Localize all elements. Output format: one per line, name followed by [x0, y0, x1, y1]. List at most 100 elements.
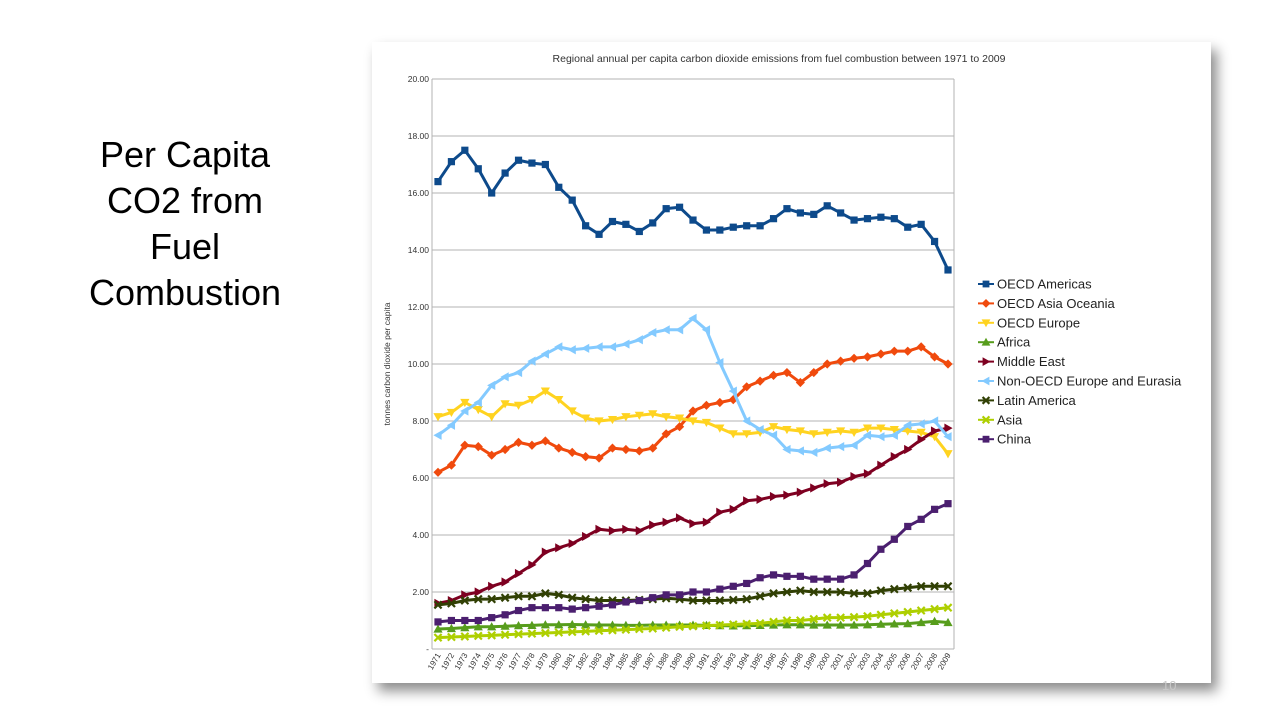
data-point-oecd-americas: [796, 209, 804, 217]
data-point-middle-east: [568, 538, 577, 549]
data-point-oecd-europe: [554, 396, 564, 405]
data-point-oecd-asia-oceania: [487, 450, 497, 460]
y-tick-label: 6.00: [412, 473, 429, 483]
data-point-china: [904, 522, 912, 531]
legend-label-africa: Africa: [997, 335, 1031, 350]
data-point-asia: [581, 626, 591, 636]
data-point-latin-america: [755, 591, 765, 601]
data-point-africa: [487, 622, 497, 631]
data-point-latin-america: [527, 591, 537, 601]
data-point-middle-east: [608, 526, 618, 536]
data-point-latin-america: [822, 587, 832, 597]
data-point-non-oecd-europe-and-eurasia: [755, 424, 764, 435]
data-point-middle-east: [743, 496, 752, 506]
y-tick-label: 8.00: [412, 416, 429, 426]
data-point-africa: [768, 620, 779, 629]
data-point-oecd-asia-oceania: [822, 359, 832, 369]
data-point-china: [823, 575, 831, 583]
legend-label-middle-east: Middle East: [997, 354, 1065, 369]
series-line-oecd-americas: [436, 148, 950, 271]
y-tick-label: 2.00: [412, 587, 429, 597]
data-point-oecd-europe: [540, 387, 550, 396]
legend-marker-middle-east: [982, 357, 991, 366]
data-point-oecd-asia-oceania: [540, 436, 550, 446]
data-point-middle-east: [944, 423, 953, 433]
data-point-middle-east: [837, 477, 846, 487]
data-point-non-oecd-europe-and-eurasia: [594, 342, 603, 352]
data-point-oecd-europe: [822, 428, 832, 437]
data-point-oecd-europe: [809, 430, 819, 439]
data-point-oecd-americas: [675, 203, 684, 211]
y-tick-label: 20.00: [408, 74, 430, 84]
data-point-latin-america: [742, 594, 752, 604]
legend-label-non-oecd-europe-and-eurasia: Non-OECD Europe and Eurasia: [997, 374, 1182, 389]
legend-marker-china: [982, 435, 990, 443]
data-point-middle-east: [823, 479, 832, 489]
data-point-china: [649, 594, 657, 602]
data-point-asia: [795, 616, 805, 625]
y-tick-label: 14.00: [408, 245, 430, 255]
data-point-non-oecd-europe-and-eurasia: [943, 432, 952, 442]
data-point-asia: [608, 625, 617, 635]
data-point-oecd-europe: [634, 411, 644, 420]
data-point-middle-east: [877, 460, 886, 470]
data-point-latin-america: [567, 593, 577, 603]
data-point-africa: [849, 620, 859, 629]
data-point-asia: [863, 611, 872, 621]
data-point-latin-america: [581, 594, 591, 604]
data-point-oecd-europe: [594, 417, 604, 426]
data-point-oecd-asia-oceania: [701, 400, 712, 410]
data-point-china: [944, 500, 952, 508]
data-point-africa: [594, 620, 604, 629]
data-point-oecd-europe: [862, 424, 873, 433]
data-point-oecd-europe: [715, 424, 725, 433]
data-point-middle-east: [474, 587, 483, 597]
data-point-latin-america: [514, 591, 523, 601]
data-point-oecd-americas: [863, 215, 872, 223]
data-point-oecd-americas: [877, 213, 885, 221]
data-point-oecd-europe: [943, 450, 953, 459]
data-point-oecd-americas: [662, 205, 670, 213]
data-point-oecd-americas: [783, 205, 791, 213]
data-point-china: [434, 618, 442, 626]
y-tick-label: 10.00: [408, 359, 430, 369]
data-point-oecd-asia-oceania: [460, 440, 470, 450]
data-point-oecd-americas: [850, 216, 858, 224]
data-point-latin-america: [702, 596, 711, 605]
data-point-oecd-europe: [903, 427, 913, 436]
data-point-non-oecd-europe-and-eurasia: [688, 313, 697, 323]
data-point-middle-east: [649, 520, 658, 530]
data-point-oecd-europe: [916, 428, 926, 437]
data-point-middle-east: [461, 590, 470, 600]
data-point-middle-east: [756, 494, 765, 504]
data-point-latin-america: [433, 600, 443, 610]
data-point-oecd-europe: [473, 406, 483, 415]
data-point-china: [595, 602, 603, 610]
data-point-china: [863, 559, 872, 568]
data-point-asia: [473, 631, 483, 641]
data-point-china: [447, 616, 456, 625]
data-point-oecd-americas: [595, 230, 603, 238]
chart-card: Regional annual per capita carbon dioxid…: [372, 42, 1211, 683]
data-point-latin-america: [916, 581, 926, 591]
data-point-non-oecd-europe-and-eurasia: [742, 416, 751, 426]
data-point-oecd-asia-oceania: [782, 367, 792, 378]
data-point-middle-east: [716, 507, 725, 517]
data-point-middle-east: [769, 491, 779, 502]
data-point-oecd-asia-oceania: [849, 353, 859, 363]
data-point-africa: [581, 620, 591, 629]
data-point-africa: [554, 620, 564, 629]
data-point-oecd-asia-oceania: [903, 346, 913, 356]
data-point-china: [796, 572, 804, 580]
legend-marker-non-oecd-europe-and-eurasia: [981, 376, 990, 386]
data-point-asia: [621, 625, 631, 634]
data-point-non-oecd-europe-and-eurasia: [728, 386, 737, 396]
y-tick-label: 18.00: [408, 131, 430, 141]
data-point-asia: [822, 613, 832, 623]
data-point-oecd-europe: [487, 413, 497, 422]
data-point-non-oecd-europe-and-eurasia: [782, 444, 791, 455]
data-point-oecd-americas: [689, 216, 697, 224]
data-point-oecd-europe: [581, 414, 591, 423]
data-point-middle-east: [635, 526, 644, 536]
data-point-asia: [715, 620, 725, 630]
